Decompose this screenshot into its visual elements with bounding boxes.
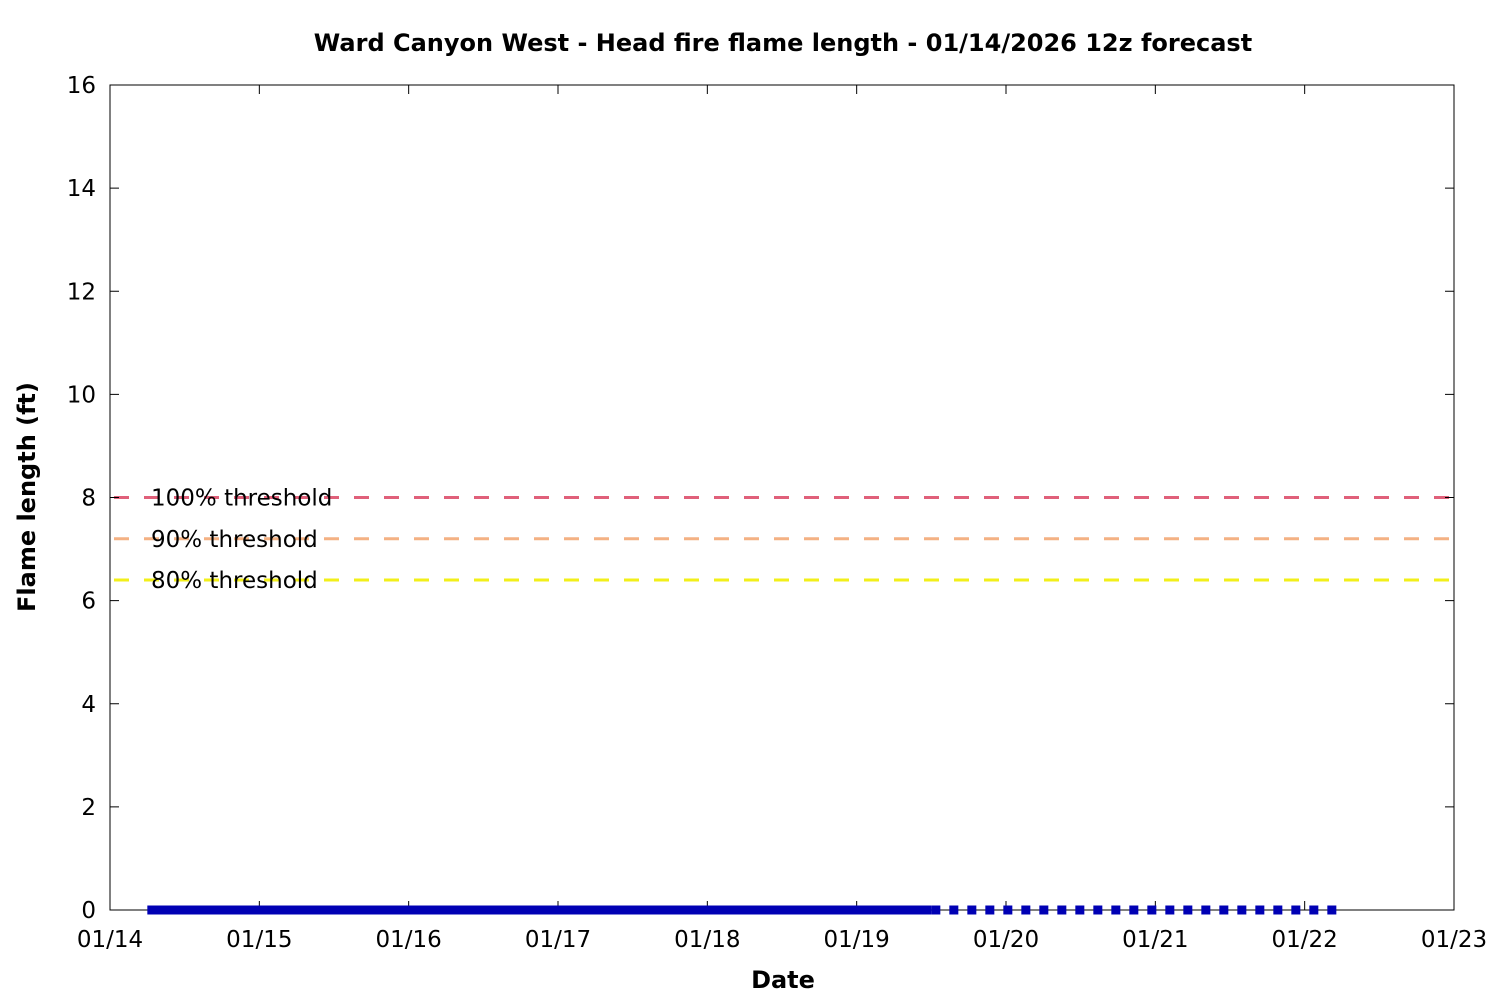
x-tick-label-8: 01/22 bbox=[1272, 927, 1338, 953]
y-tick-label-5: 10 bbox=[67, 382, 96, 408]
threshold-label-2: 80% threshold bbox=[151, 568, 318, 594]
x-tick-label-2: 01/16 bbox=[376, 927, 442, 953]
threshold-label-0: 100% threshold bbox=[151, 486, 332, 512]
x-tick-label-6: 01/20 bbox=[973, 927, 1039, 953]
y-tick-label-4: 8 bbox=[81, 486, 96, 512]
x-axis-label: Date bbox=[751, 966, 815, 994]
y-tick-label-2: 4 bbox=[81, 692, 96, 718]
y-tick-label-8: 16 bbox=[67, 73, 96, 99]
y-tick-label-6: 12 bbox=[67, 279, 96, 305]
x-tick-label-4: 01/18 bbox=[674, 927, 740, 953]
x-tick-label-1: 01/15 bbox=[226, 927, 292, 953]
y-axis-label: Flame length (ft) bbox=[13, 382, 41, 612]
y-tick-label-0: 0 bbox=[81, 898, 96, 924]
threshold-label-1: 90% threshold bbox=[151, 527, 318, 553]
x-tick-label-0: 01/14 bbox=[77, 927, 143, 953]
x-tick-label-9: 01/23 bbox=[1421, 927, 1487, 953]
chart-title: Ward Canyon West - Head fire flame lengt… bbox=[314, 29, 1252, 57]
y-tick-label-7: 14 bbox=[67, 176, 96, 202]
x-tick-label-3: 01/17 bbox=[525, 927, 591, 953]
x-tick-label-5: 01/19 bbox=[824, 927, 890, 953]
y-tick-label-1: 2 bbox=[81, 795, 96, 821]
y-tick-label-3: 6 bbox=[81, 589, 96, 615]
x-tick-label-7: 01/21 bbox=[1122, 927, 1188, 953]
